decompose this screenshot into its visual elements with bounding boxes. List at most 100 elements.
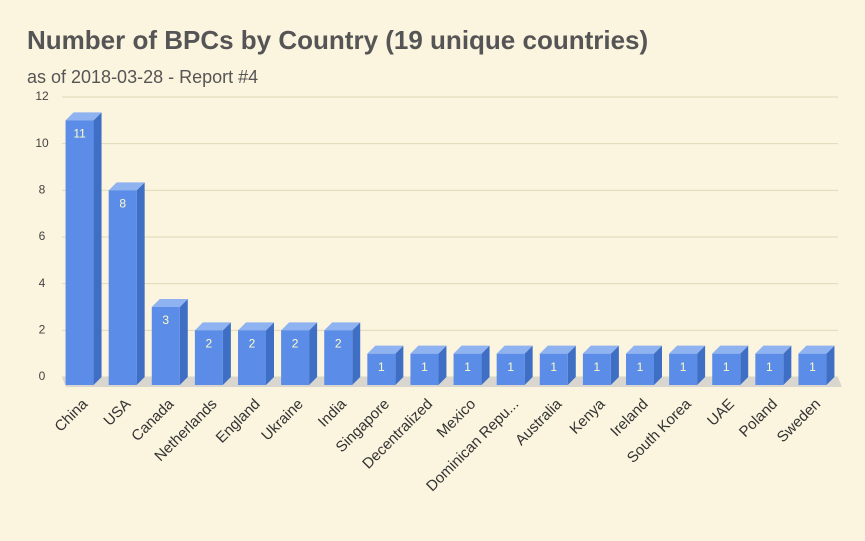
bar-front [194, 330, 223, 385]
bar-front [65, 120, 94, 385]
bar-side [438, 345, 447, 385]
bar-top [108, 182, 145, 191]
bar [798, 345, 835, 385]
bar-front [151, 307, 180, 385]
bar [194, 322, 231, 385]
bar-top [367, 345, 404, 354]
bar-front [238, 330, 266, 385]
bar [755, 345, 792, 385]
y-tick-label: 8 [39, 183, 46, 197]
data-label: 2 [249, 337, 256, 351]
bar [669, 345, 706, 385]
bar-front [108, 190, 137, 385]
bar-top [496, 345, 533, 354]
bar-top [626, 345, 662, 354]
chart-subtitle: as of 2018-03-28 - Report #4 [27, 67, 258, 87]
data-label: 1 [680, 360, 687, 374]
bar-top [194, 322, 231, 331]
bar-top [582, 345, 619, 354]
bar-side [352, 322, 361, 385]
y-tick-label: 6 [39, 229, 46, 243]
bar-front [324, 330, 353, 385]
bar-top [798, 345, 835, 354]
data-label: 3 [162, 313, 169, 327]
data-label: 1 [378, 360, 385, 374]
bar-side [524, 345, 533, 385]
chart-title: Number of BPCs by Country (19 unique cou… [27, 25, 648, 55]
y-tick-label: 4 [39, 276, 46, 290]
bar [453, 345, 490, 385]
bar [626, 345, 662, 385]
bar-side [136, 182, 145, 385]
data-label: 1 [809, 360, 816, 374]
bar [410, 345, 447, 385]
bar-side [93, 112, 102, 385]
bar-side [266, 322, 274, 385]
data-label: 8 [119, 197, 126, 211]
bar-front [626, 353, 654, 385]
bar-top [539, 345, 576, 354]
bar-side [309, 322, 318, 385]
bar-front [669, 353, 698, 385]
bar [108, 182, 145, 385]
data-label: 1 [637, 360, 644, 374]
data-label: 11 [73, 127, 86, 141]
bar-top [281, 322, 318, 331]
bar-side [826, 345, 835, 385]
bar-front [755, 353, 784, 385]
bar-front [281, 330, 310, 385]
bar-front [712, 353, 741, 385]
bar [324, 322, 361, 385]
bar-front [798, 353, 827, 385]
bar [367, 345, 404, 385]
data-label: 1 [723, 360, 730, 374]
bar-side [179, 299, 188, 385]
bar-side [222, 322, 231, 385]
data-label: 1 [550, 360, 557, 374]
bar-top [453, 345, 490, 354]
bar-front [582, 353, 611, 385]
bar [712, 345, 749, 385]
bar [65, 112, 102, 385]
bar-side [481, 345, 490, 385]
data-label: 2 [335, 337, 342, 351]
bar-front [367, 353, 396, 385]
bar-front [453, 353, 482, 385]
bar-front [410, 353, 439, 385]
bar-side [740, 345, 749, 385]
data-label: 2 [292, 337, 299, 351]
data-label: 1 [421, 360, 428, 374]
bar-side [697, 345, 706, 385]
y-tick-label: 12 [35, 89, 49, 103]
data-label: 1 [594, 360, 601, 374]
bar-side [610, 345, 619, 385]
bar-side [395, 345, 404, 385]
bar-top [238, 322, 274, 331]
data-label: 2 [206, 337, 213, 351]
bar-top [410, 345, 447, 354]
bar-side [567, 345, 576, 385]
bar-side [654, 345, 662, 385]
bar-top [669, 345, 706, 354]
bar [281, 322, 318, 385]
bar-top [324, 322, 361, 331]
y-tick-label: 10 [35, 136, 49, 150]
bar [539, 345, 576, 385]
data-label: 1 [507, 360, 514, 374]
bar [496, 345, 533, 385]
bar [238, 322, 274, 385]
y-tick-label: 2 [39, 323, 46, 337]
bar-top [755, 345, 792, 354]
bar-front [496, 353, 525, 385]
bar-front [539, 353, 568, 385]
bar-top [712, 345, 749, 354]
bar [582, 345, 619, 385]
data-label: 1 [766, 360, 773, 374]
bar [151, 299, 188, 385]
bar-side [783, 345, 792, 385]
bar-top [65, 112, 102, 121]
bar-top [151, 299, 188, 307]
y-tick-label: 0 [39, 369, 46, 383]
data-label: 1 [464, 360, 471, 374]
